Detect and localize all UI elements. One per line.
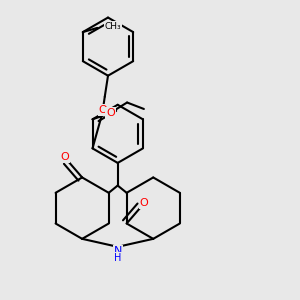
Text: O: O xyxy=(140,199,148,208)
Text: N: N xyxy=(113,246,122,256)
Text: O: O xyxy=(61,152,69,162)
Text: CH₃: CH₃ xyxy=(104,22,121,31)
Text: H: H xyxy=(114,253,122,263)
Text: O: O xyxy=(106,108,115,118)
Text: O: O xyxy=(99,105,107,115)
